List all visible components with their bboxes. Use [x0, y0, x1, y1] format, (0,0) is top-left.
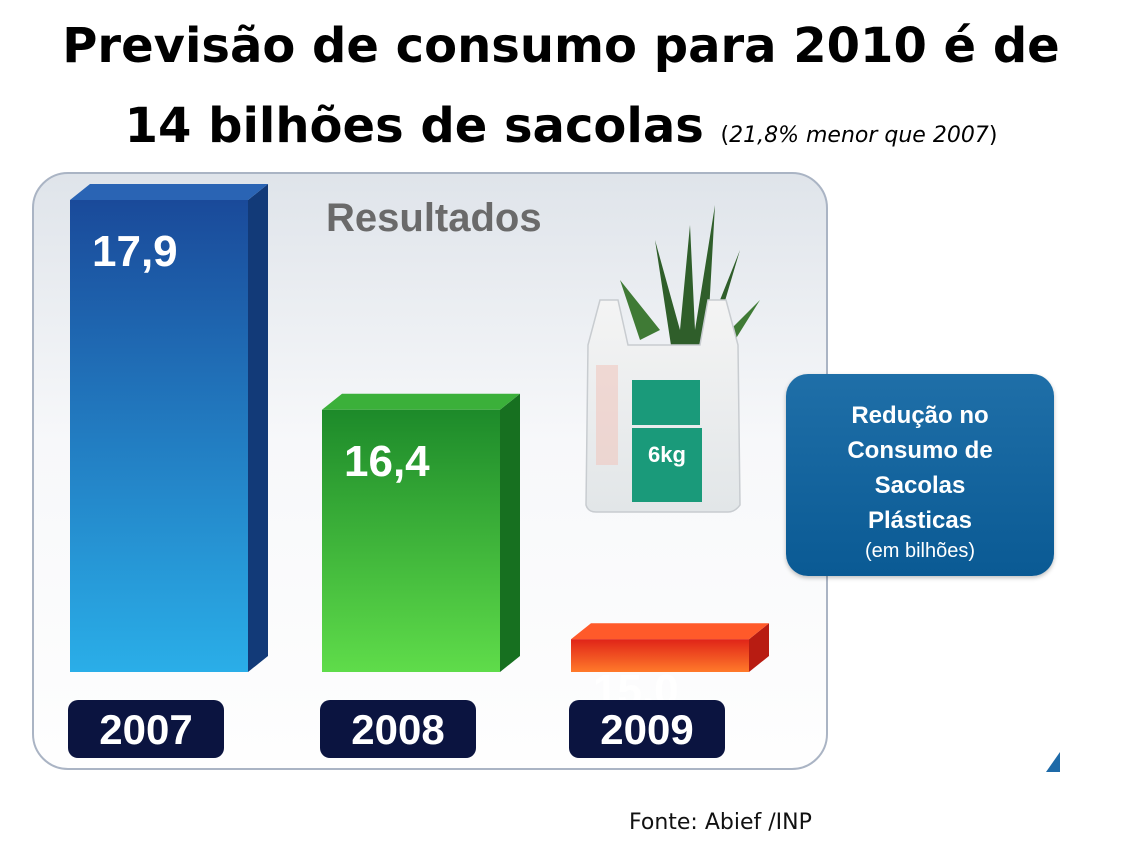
info-line: Sacolas [874, 472, 966, 499]
info-box: Redução no Consumo de Sacolas Plásticas … [786, 374, 1054, 576]
subtitle-open-paren: ( [720, 123, 730, 148]
subtitle-close-paren: ) [988, 123, 998, 148]
info-line: Redução no [851, 402, 989, 429]
category-label-box [569, 700, 725, 758]
svg-text:6kg: 6kg [648, 442, 686, 467]
info-unit: (em bilhões) [864, 540, 976, 562]
page-title-line2: 14 bilhões de sacolas (21,8% menor que 2… [0, 96, 1122, 166]
bar [70, 200, 248, 672]
plastic-bag-illustration: 6kg [585, 205, 760, 513]
bar-value-label: 16,4 [344, 437, 430, 486]
category-label-box [320, 700, 476, 758]
subtitle-percentage-note: 21,8% menor que 2007 [729, 123, 989, 148]
info-line: Plásticas [867, 507, 973, 534]
bar-side [500, 393, 520, 672]
category-label-box [68, 700, 224, 758]
bar-value-label: 17,9 [92, 227, 178, 276]
page-title-main: 14 bilhões de sacolas [124, 98, 704, 154]
chart-title: Resultados [326, 196, 542, 240]
corner-decoration [1046, 752, 1060, 772]
bar [571, 639, 749, 672]
source-credit: Fonte: Abief /INP [629, 810, 812, 835]
info-line: Consumo de [847, 437, 993, 464]
bar-top [571, 623, 769, 640]
page-subtitle: (21,8% menor que 2007) [721, 123, 998, 148]
page-title-line1: Previsão de consumo para 2010 é de [62, 18, 1060, 74]
category-label: 2008 [351, 706, 444, 753]
bar [322, 409, 500, 672]
bar-top [322, 393, 520, 410]
category-label: 2007 [99, 706, 192, 753]
category-label: 2009 [600, 706, 693, 753]
bar-side [248, 184, 268, 672]
bar-top [70, 184, 268, 200]
bar-side [749, 623, 769, 672]
